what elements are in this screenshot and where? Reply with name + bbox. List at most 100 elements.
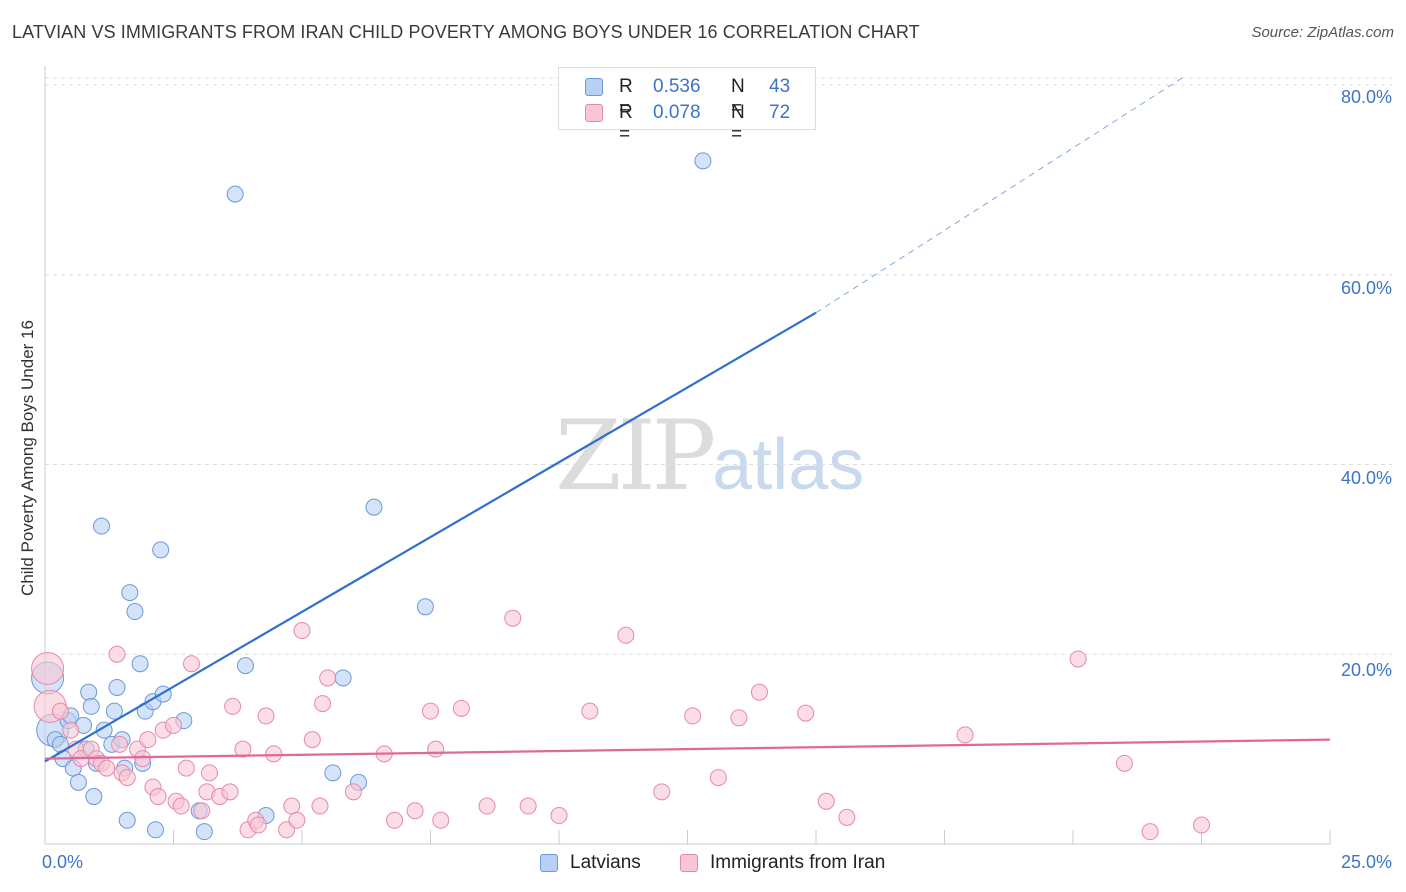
- iran-point: [172, 797, 190, 815]
- iran-point: [956, 726, 974, 744]
- iran-point: [249, 816, 267, 834]
- iran-point: [838, 808, 856, 826]
- watermark-atlas: atlas: [712, 425, 865, 505]
- iran-point: [134, 750, 152, 768]
- iran-point: [1069, 650, 1087, 668]
- iran-point: [139, 731, 157, 749]
- latvian-point: [195, 823, 213, 841]
- iran-point: [730, 709, 748, 727]
- legend-swatch-iran: [585, 104, 603, 122]
- latvian-point: [147, 821, 165, 839]
- iran-point: [221, 783, 239, 801]
- iran-point: [265, 745, 283, 763]
- legend-n-value: 72: [769, 102, 791, 123]
- legend-r-label: R =: [619, 76, 633, 119]
- legend-n-value: 43: [769, 76, 791, 97]
- latvian-point: [82, 697, 100, 715]
- latvian-point: [324, 764, 342, 782]
- x-tick-label-max: 25.0%: [1340, 852, 1392, 872]
- iran-point: [406, 802, 424, 820]
- iran-point: [234, 740, 252, 758]
- iran-point: [550, 807, 568, 825]
- bottom-legend-label-latvians: Latvians: [570, 852, 641, 873]
- iran-point: [200, 764, 218, 782]
- source-label: Source: ZipAtlas.com: [1251, 24, 1394, 41]
- y-tick-label-80: 80.0%: [1340, 87, 1392, 107]
- latvian-point: [95, 721, 113, 739]
- iran-point: [149, 788, 167, 806]
- iran-point: [519, 797, 537, 815]
- iran-point: [386, 811, 404, 829]
- iran-point: [797, 704, 815, 722]
- iran-point: [817, 792, 835, 810]
- iran-point: [750, 683, 768, 701]
- iran-point: [1193, 816, 1210, 834]
- latvian-point: [85, 788, 103, 806]
- latvian-point: [131, 655, 149, 673]
- chart-title: LATVIAN VS IMMIGRANTS FROM IRAN CHILD PO…: [12, 22, 920, 42]
- iran-point: [31, 651, 65, 685]
- iran-point: [504, 609, 522, 627]
- iran-point: [224, 697, 242, 715]
- latvian-point: [118, 811, 136, 829]
- iran-point: [427, 740, 445, 758]
- y-tick-label-20: 20.0%: [1340, 660, 1392, 680]
- latvian-point: [105, 702, 123, 720]
- latvian-point: [416, 598, 434, 616]
- iran-point: [108, 645, 126, 663]
- iran-point: [653, 783, 671, 801]
- latvian-point: [694, 152, 712, 170]
- legend-r-value: 0.536: [653, 76, 701, 97]
- iran-point: [257, 707, 275, 725]
- legend-n-label: N =: [731, 102, 745, 145]
- iran-point: [452, 699, 470, 717]
- iran-point: [293, 622, 311, 640]
- legend-r-label: R =: [619, 102, 633, 145]
- iran-point: [422, 702, 439, 720]
- legend-r-value: 0.078: [653, 102, 701, 123]
- latvian-point: [236, 657, 254, 675]
- iran-point: [581, 702, 599, 720]
- iran-point: [182, 655, 200, 673]
- iran-point: [303, 731, 321, 749]
- y-axis-label: Child Poverty Among Boys Under 16: [18, 320, 37, 596]
- iran-point: [478, 797, 496, 815]
- y-tick-label-40: 40.0%: [1340, 468, 1392, 488]
- legend-n-label: N =: [731, 76, 745, 119]
- iran-point: [177, 759, 195, 777]
- latvian-trend-line: [44, 311, 817, 763]
- iran-point: [344, 783, 362, 801]
- latvian-trend-extension: [815, 75, 1187, 314]
- iran-point: [111, 735, 129, 753]
- latvian-point: [69, 773, 87, 791]
- iran-point: [118, 769, 136, 787]
- latvian-point: [93, 517, 111, 535]
- latvian-point: [80, 683, 98, 701]
- latvian-point: [121, 584, 139, 602]
- iran-point: [311, 797, 329, 815]
- iran-point: [193, 802, 211, 820]
- iran-trend-line: [44, 738, 1331, 760]
- latvian-point: [226, 185, 244, 203]
- iran-point: [617, 626, 635, 644]
- iran-point: [283, 797, 301, 815]
- legend-box: R = 0.536 N = 43 R = 0.078 N = 72: [558, 67, 816, 145]
- y-tick-label-60: 60.0%: [1340, 278, 1392, 298]
- bottom-legend-label-iran: Immigrants from Iran: [710, 852, 886, 873]
- iran-point: [319, 669, 337, 687]
- bottom-legend-swatch-iran: [680, 854, 698, 872]
- iran-point: [1141, 823, 1159, 841]
- iran-point: [51, 702, 69, 720]
- x-tick-label-min: 0.0%: [42, 852, 84, 872]
- iran-point: [288, 811, 306, 829]
- iran-point: [684, 707, 702, 725]
- latvian-point: [126, 603, 144, 621]
- iran-point: [709, 769, 727, 787]
- iran-point: [1115, 754, 1133, 772]
- iran-point: [62, 721, 80, 739]
- iran-point: [432, 811, 450, 829]
- latvian-point: [152, 541, 170, 559]
- latvian-point: [108, 678, 126, 696]
- iran-point: [98, 759, 116, 777]
